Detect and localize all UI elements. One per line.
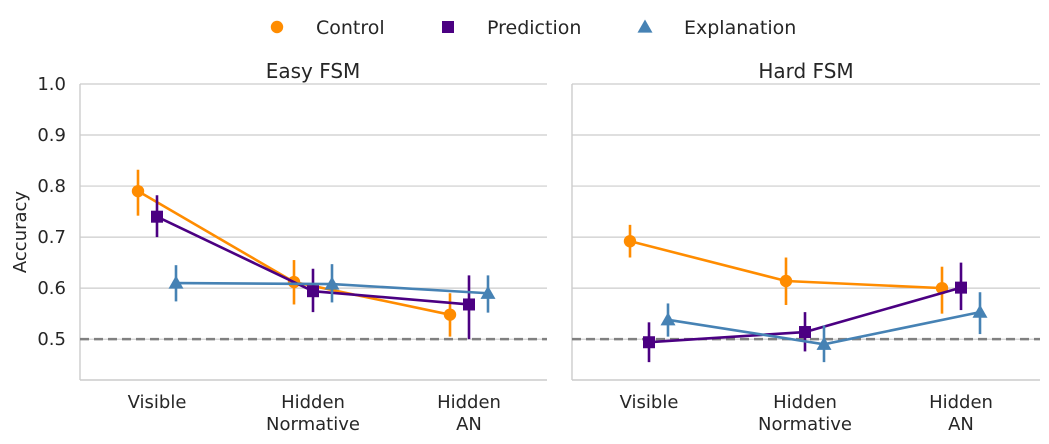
y-tick-label: 0.8: [37, 176, 66, 197]
y-axis-label: Accuracy: [10, 191, 31, 274]
data-point-control: [131, 184, 145, 198]
legend: Control Prediction Explanation: [270, 17, 796, 39]
panel-title-hard-fsm: Hard FSM: [758, 59, 853, 83]
data-point-explanation: [324, 276, 340, 290]
x-tick-label: Hidden: [929, 392, 993, 413]
data-point-explanation: [480, 285, 496, 299]
panel-easy-fsm: Easy FSM 0.5 0.6 0.7 0.8 0.9 1.0 Visible Hidden…: [37, 59, 547, 435]
data-point-prediction: [955, 281, 967, 294]
x-tick-label: Hidden: [773, 392, 837, 413]
legend-label-prediction: Prediction: [487, 17, 581, 39]
data-point-control: [623, 234, 637, 248]
x-tick-label: Hidden: [437, 392, 501, 413]
x-tick-label: AN: [456, 414, 482, 435]
panel-title-easy-fsm: Easy FSM: [266, 59, 361, 83]
y-tick-label: 0.6: [37, 278, 66, 299]
legend-label-control: Control: [316, 17, 385, 39]
x-tick-label: Visible: [128, 392, 187, 413]
data-point-prediction: [151, 210, 163, 223]
x-tick-label: Hidden: [281, 392, 345, 413]
data-point-explanation: [168, 275, 184, 289]
data-point-prediction: [643, 336, 655, 349]
x-tick-label: Normative: [266, 414, 360, 435]
data-point-prediction: [307, 285, 319, 298]
data-point-explanation: [816, 336, 832, 350]
data-point-explanation: [660, 312, 676, 326]
legend-label-explanation: Explanation: [684, 17, 796, 39]
legend-marker-explanation: [637, 19, 653, 33]
legend-marker-control: [270, 20, 284, 34]
data-point-control: [779, 274, 793, 288]
legend-marker-prediction: [442, 21, 454, 33]
data-point-prediction: [799, 326, 811, 339]
y-tick-label: 0.7: [37, 227, 66, 248]
x-tick-label: Normative: [758, 414, 852, 435]
y-tick-label: 0.9: [37, 125, 66, 146]
x-tick-label: AN: [948, 414, 974, 435]
data-point-prediction: [463, 298, 475, 311]
y-tick-label: 1.0: [37, 74, 66, 95]
x-tick-label: Visible: [620, 392, 679, 413]
data-point-explanation: [972, 304, 988, 318]
data-point-control: [443, 308, 457, 321]
y-tick-label: 0.5: [37, 329, 66, 350]
